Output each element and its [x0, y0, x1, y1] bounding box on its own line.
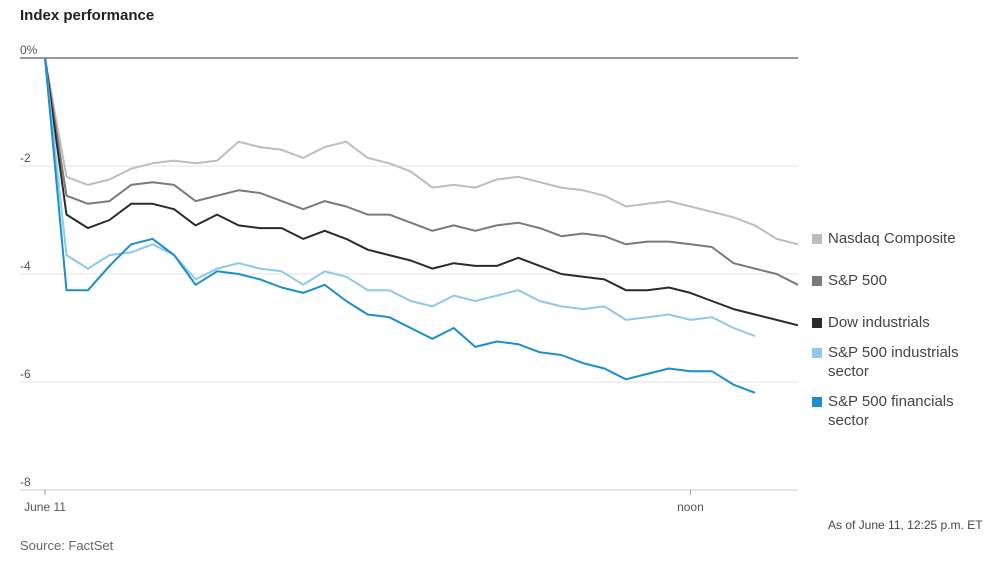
timestamp: As of June 11, 12:25 p.m. ET [828, 518, 983, 532]
legend-item: S&P 500 financials sector [812, 392, 972, 430]
source: Source: FactSet [20, 538, 114, 553]
legend-item: Dow industrials [812, 313, 972, 332]
legend-label: Nasdaq Composite [828, 230, 956, 247]
x-tick-label: noon [677, 500, 704, 514]
y-tick-label: -8 [20, 475, 31, 489]
legend-label: Dow industrials [828, 314, 930, 331]
legend-swatch [812, 397, 822, 407]
title: Index performance [20, 7, 155, 24]
legend-label: S&P 500 financials sector [828, 393, 954, 429]
series-line [44, 57, 756, 394]
legend-item: S&P 500 industrials sector [812, 343, 972, 381]
legend: Nasdaq Composite S&P 500 Dow industrials S&… [812, 229, 972, 430]
legend-swatch [812, 318, 822, 328]
y-tick-label: -2 [20, 151, 31, 165]
legend-swatch [812, 234, 822, 244]
legend-item: S&P 500 [812, 271, 972, 290]
legend-label: S&P 500 [828, 272, 887, 289]
series-line [44, 57, 799, 286]
series-line [44, 57, 799, 246]
x-tick-label: June 11 [24, 500, 66, 514]
legend-swatch [812, 348, 822, 358]
legend-item: Nasdaq Composite [812, 229, 972, 248]
legend-label: S&P 500 industrials sector [828, 344, 959, 380]
series-line [44, 57, 799, 327]
y-tick-label: -6 [20, 367, 31, 381]
y-tick-label: 0% [20, 43, 38, 57]
legend-swatch [812, 276, 822, 286]
series-line [44, 57, 756, 338]
y-tick-label: -4 [20, 259, 31, 273]
